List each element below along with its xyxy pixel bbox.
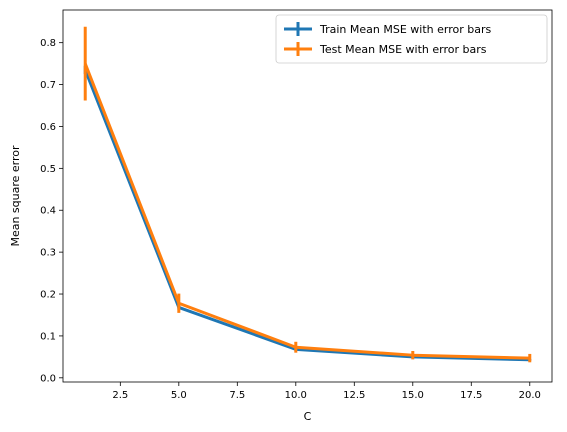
y-tick-label: 0.7	[40, 80, 56, 91]
data-point	[178, 302, 180, 304]
x-axis-label: C	[304, 410, 312, 423]
y-tick-label: 0.3	[40, 248, 56, 259]
data-point	[84, 63, 86, 65]
series-0	[83, 65, 532, 362]
legend-label: Test Mean MSE with error bars	[319, 43, 487, 56]
data-point	[412, 354, 414, 356]
x-tick-label: 17.5	[460, 390, 482, 401]
series-1	[83, 26, 532, 363]
x-axis: 2.5 5.0 7.5 10.0 12.5 15.0 17.5 20.0	[112, 382, 541, 401]
legend: Train Mean MSE with error bars Test Mean …	[275, 14, 548, 64]
y-tick-label: 0.2	[40, 290, 56, 301]
y-axis: 0.0 0.1 0.2 0.3 0.4 0.5 0.6 0.7 0.8	[40, 38, 63, 384]
legend-label: Train Mean MSE with error bars	[319, 23, 491, 36]
series-line	[83, 63, 530, 360]
x-tick-label: 20.0	[519, 390, 541, 401]
plot-frame	[62, 9, 553, 383]
x-tick-label: 7.5	[229, 390, 245, 401]
y-tick-label: 0.6	[40, 122, 56, 133]
y-tick-label: 0.4	[40, 206, 56, 217]
x-tick-label: 12.5	[343, 390, 365, 401]
y-tick-label: 0.0	[40, 373, 56, 384]
data-point	[295, 346, 297, 348]
y-tick-label: 0.5	[40, 164, 56, 175]
x-tick-label: 15.0	[402, 390, 424, 401]
series-line	[83, 69, 530, 362]
legend-box	[275, 14, 548, 64]
y-axis-label: Mean square error	[9, 145, 22, 247]
x-tick-label: 5.0	[171, 390, 187, 401]
plot-content	[83, 26, 532, 363]
y-tick-label: 0.8	[40, 38, 56, 49]
y-tick-label: 0.1	[40, 331, 56, 342]
data-point	[529, 357, 531, 359]
x-tick-label: 2.5	[112, 390, 128, 401]
x-tick-label: 10.0	[285, 390, 307, 401]
